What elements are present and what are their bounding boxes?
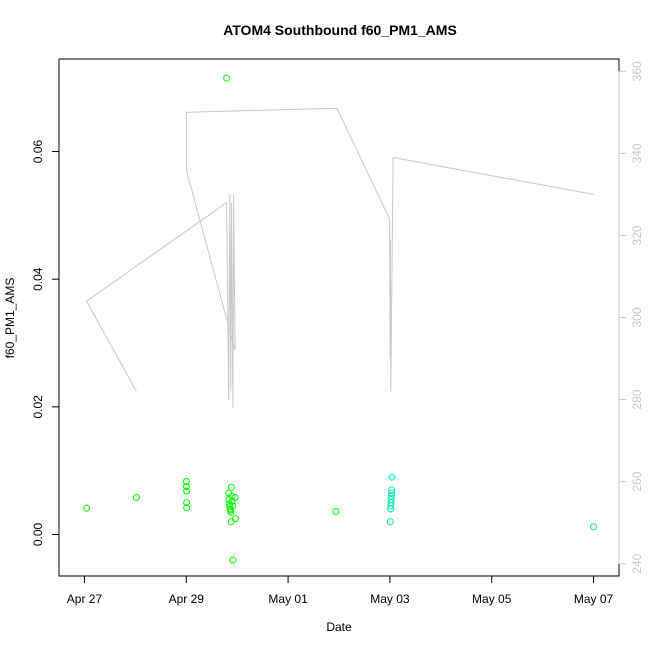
data-point — [229, 502, 237, 510]
series-line — [85, 107, 594, 408]
x-tick-label: May 03 — [370, 592, 410, 606]
data-point — [388, 489, 395, 497]
y-axis: 0.00 0.02 0.04 0.06 — [31, 140, 60, 547]
y2-tick-label: 300 — [630, 307, 644, 327]
data-point — [223, 74, 231, 82]
y2-tick-label: 240 — [630, 553, 644, 573]
data-point — [228, 483, 235, 491]
y-tick-label: 0.06 — [31, 140, 45, 164]
data-point — [227, 508, 235, 516]
x-tick-label: Apr 29 — [169, 592, 205, 606]
y2-tick-label: 280 — [630, 389, 644, 409]
y2-tick-label: 260 — [630, 471, 644, 491]
data-point — [132, 494, 140, 501]
data-point — [183, 487, 191, 495]
data-point — [231, 515, 239, 523]
data-point — [590, 523, 597, 531]
x-axis-label: Date — [326, 620, 352, 634]
data-point — [182, 478, 190, 485]
plot-frame — [58, 58, 620, 577]
y2-axis: 240 260 280 300 320 340 360 — [618, 61, 644, 574]
data-point — [83, 504, 91, 512]
y-tick-label: 0.02 — [31, 395, 45, 419]
x-axis: Apr 27 Apr 29 May 01 May 03 May 05 May 07 — [67, 575, 614, 606]
data-point — [386, 518, 394, 526]
data-point — [388, 473, 396, 481]
x-tick-label: Apr 27 — [67, 592, 103, 606]
y2-tick-label: 320 — [630, 225, 644, 245]
x-tick-label: May 07 — [574, 592, 614, 606]
y-tick-label: 0.00 — [31, 523, 45, 547]
y-tick-label: 0.04 — [31, 267, 45, 291]
y2-tick-label: 340 — [630, 143, 644, 163]
x-tick-label: May 01 — [268, 592, 308, 606]
data-point — [182, 483, 190, 491]
chart-title: ATOM4 Southbound f60_PM1_AMS — [223, 22, 457, 38]
data-point — [227, 518, 235, 526]
data-point — [229, 556, 237, 564]
y2-tick-label: 360 — [630, 61, 644, 81]
data-point — [183, 504, 191, 512]
data-point — [388, 486, 396, 494]
data-point — [183, 499, 191, 507]
plot-area — [83, 74, 597, 564]
data-point — [332, 508, 340, 515]
data-point — [228, 492, 236, 500]
x-tick-label: May 05 — [472, 592, 512, 606]
y-axis-label: f60_PM1_AMS — [3, 278, 17, 359]
data-point — [231, 494, 239, 501]
